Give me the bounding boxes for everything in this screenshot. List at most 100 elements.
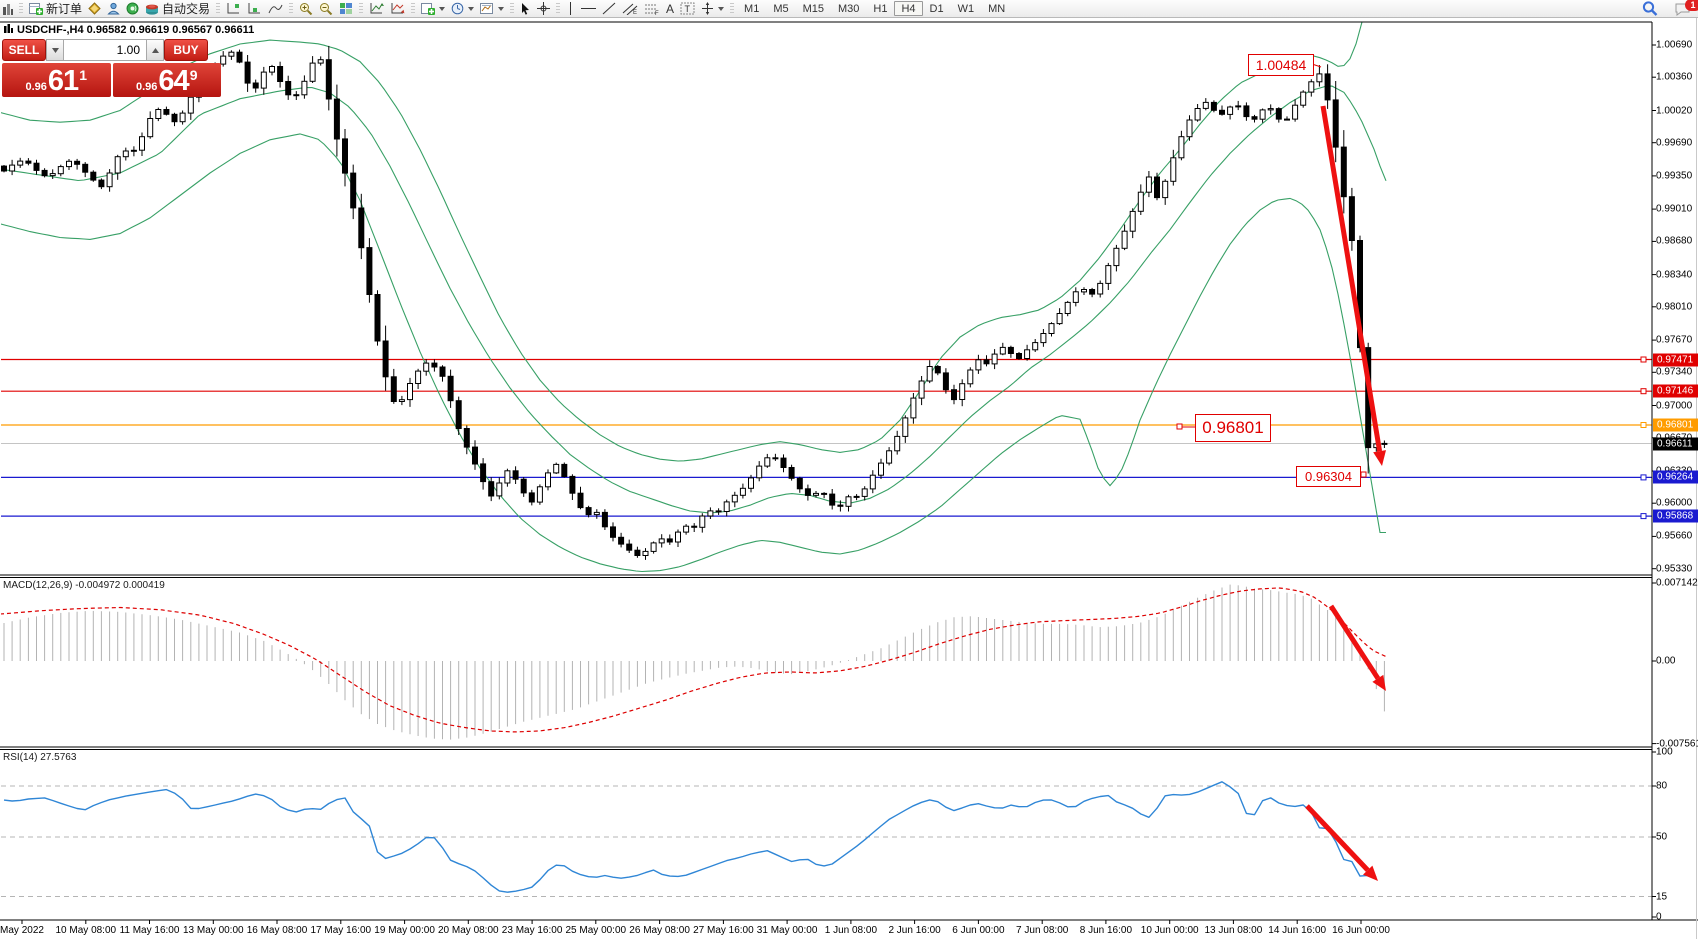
search-button[interactable] (1639, 1, 1661, 17)
curve-icon-button[interactable] (265, 1, 286, 17)
zoom-in-icon-button[interactable] (296, 1, 316, 17)
new-chart-button[interactable] (418, 1, 448, 17)
buy-price-button[interactable]: 0.96 64 9 (112, 63, 221, 97)
add-indicator-icon-button[interactable] (387, 1, 408, 17)
autotrading-button[interactable]: 自动交易 (142, 1, 213, 17)
user-icon-button[interactable] (104, 1, 123, 17)
templates-button[interactable] (477, 1, 507, 17)
curve-icon (268, 2, 283, 15)
signal-icon-button[interactable] (123, 1, 142, 17)
gold-gem-icon-button[interactable] (85, 1, 104, 17)
timeframe-button-h1[interactable]: H1 (866, 1, 894, 16)
template-icon (480, 2, 494, 15)
rsi-value: 27.5763 (40, 752, 77, 763)
timeframe-button-h4[interactable]: H4 (894, 1, 923, 16)
price-level-badge: 0.95868 (1653, 509, 1698, 523)
notification-count-badge: 1 (1685, 0, 1698, 11)
price-tick-label: 0.99690 (1656, 137, 1693, 149)
indicators-icon-button[interactable] (366, 1, 387, 17)
time-axis-label: 10 Jun 00:00 (1140, 925, 1199, 936)
price-annotation-level[interactable]: 0.96801 (1195, 414, 1271, 442)
toolbar-grip (216, 2, 221, 15)
trendline-tool-button[interactable] (599, 1, 619, 17)
cursor-tool-button[interactable] (517, 1, 534, 17)
time-axis-label: May 2022 (0, 925, 44, 936)
period-clock-button[interactable] (448, 1, 477, 17)
arrows-tool-button[interactable] (698, 1, 727, 17)
text-label-icon: T (680, 2, 695, 15)
fibonacci-tool-button[interactable]: F (641, 1, 663, 17)
volume-decrease-button[interactable] (46, 39, 64, 61)
tile-windows-icon-button[interactable] (336, 1, 356, 17)
vertical-line-icon (566, 2, 575, 15)
chart-shift-icon (247, 2, 262, 15)
timeframe-button-mn[interactable]: MN (981, 1, 1012, 16)
text-label-tool-button[interactable]: T (677, 1, 698, 17)
symbol-ohlc-text: USDCHF-,H4 0.96582 0.96619 0.96567 0.966… (17, 24, 255, 36)
timeframe-toolbar: M1 M5 M15 M30 H1 H4 D1 W1 MN (737, 1, 1012, 16)
volume-increase-button[interactable] (146, 39, 164, 61)
toolbar-grip (289, 2, 294, 15)
arrows-icon (701, 2, 714, 15)
new-order-button[interactable]: 新订单 (26, 1, 85, 17)
time-axis-label: 16 Jun 00:00 (1332, 925, 1390, 936)
price-tick-label: 0.98340 (1656, 269, 1693, 281)
toolbar-grip (510, 2, 515, 15)
toolbar-grip (556, 2, 561, 15)
timeframe-button-w1[interactable]: W1 (951, 1, 982, 16)
zoom-out-icon (319, 2, 333, 15)
time-axis-label: 16 May 08:00 (246, 925, 308, 936)
notifications-button[interactable]: 1 (1671, 0, 1698, 17)
crosshair-tool-button[interactable] (534, 1, 553, 17)
chart-window: USDCHF-,H4 0.96582 0.96619 0.96567 0.966… (0, 17, 1698, 939)
horizontal-line-tool-button[interactable] (578, 1, 599, 17)
time-axis-label: 8 Jun 16:00 (1079, 925, 1133, 936)
buy-button[interactable]: BUY (164, 39, 208, 61)
volume-input[interactable] (64, 39, 146, 61)
price-level-badge: 0.97146 (1653, 384, 1698, 398)
timeframe-button-d1[interactable]: D1 (923, 1, 951, 16)
timeframe-button-m30[interactable]: M30 (831, 1, 866, 16)
time-axis-label: 11 May 16:00 (119, 925, 180, 936)
dropdown-caret-icon (468, 6, 475, 11)
time-axis-label: 31 May 00:00 (756, 925, 818, 936)
time-axis-label: 17 May 16:00 (310, 925, 372, 936)
timeframe-button-m1[interactable]: M1 (737, 1, 766, 16)
svg-text:T: T (685, 4, 691, 14)
chart-window-icon (4, 24, 13, 36)
text-tool-button[interactable]: A (663, 1, 677, 17)
zoom-in-icon (299, 2, 313, 15)
price-annotation-low[interactable]: 0.96304 (1296, 466, 1361, 487)
zoom-out-icon-button[interactable] (316, 1, 336, 17)
channel-icon: E (622, 2, 638, 15)
price-tick-label: 0.95330 (1656, 563, 1693, 575)
chart-fragment-icon[interactable] (0, 1, 16, 17)
dropdown-caret-icon (718, 6, 725, 11)
macd-tick-label: 0.007142 (1656, 577, 1698, 589)
vertical-line-tool-button[interactable] (563, 1, 578, 17)
chart-shift-icon-button[interactable] (244, 1, 265, 17)
sell-price-button[interactable]: 0.96 61 1 (2, 63, 111, 97)
rsi-tick-label: 50 (1656, 831, 1668, 843)
horizontal-line-icon (581, 2, 597, 15)
macd-tick-label: -0.007561 (1656, 738, 1698, 750)
symbol-info-bar: USDCHF-,H4 0.96582 0.96619 0.96567 0.966… (4, 24, 254, 36)
toolbar-grip (730, 2, 735, 15)
timeframe-button-m5[interactable]: M5 (766, 1, 795, 16)
rsi-tick-label: 80 (1656, 780, 1668, 792)
toolbar-grip (411, 2, 416, 15)
price-level-badge: 0.97471 (1653, 353, 1698, 366)
sell-price-base: 0.96 (25, 81, 47, 93)
toolbar: 新订单 自动交易 E F A T (0, 0, 1698, 18)
equidistant-channel-tool-button[interactable]: E (619, 1, 641, 17)
price-annotation-high[interactable]: 1.00484 (1248, 54, 1314, 76)
dropdown-caret-icon (439, 6, 446, 11)
autotrading-pot-icon (145, 2, 159, 15)
price-tick-label: 0.98680 (1656, 235, 1693, 247)
price-tick-label: 1.00360 (1656, 71, 1693, 83)
autoscroll-icon-button[interactable] (223, 1, 244, 17)
crosshair-icon (537, 2, 551, 15)
timeframe-button-m15[interactable]: M15 (796, 1, 831, 16)
sell-button[interactable]: SELL (2, 39, 46, 61)
